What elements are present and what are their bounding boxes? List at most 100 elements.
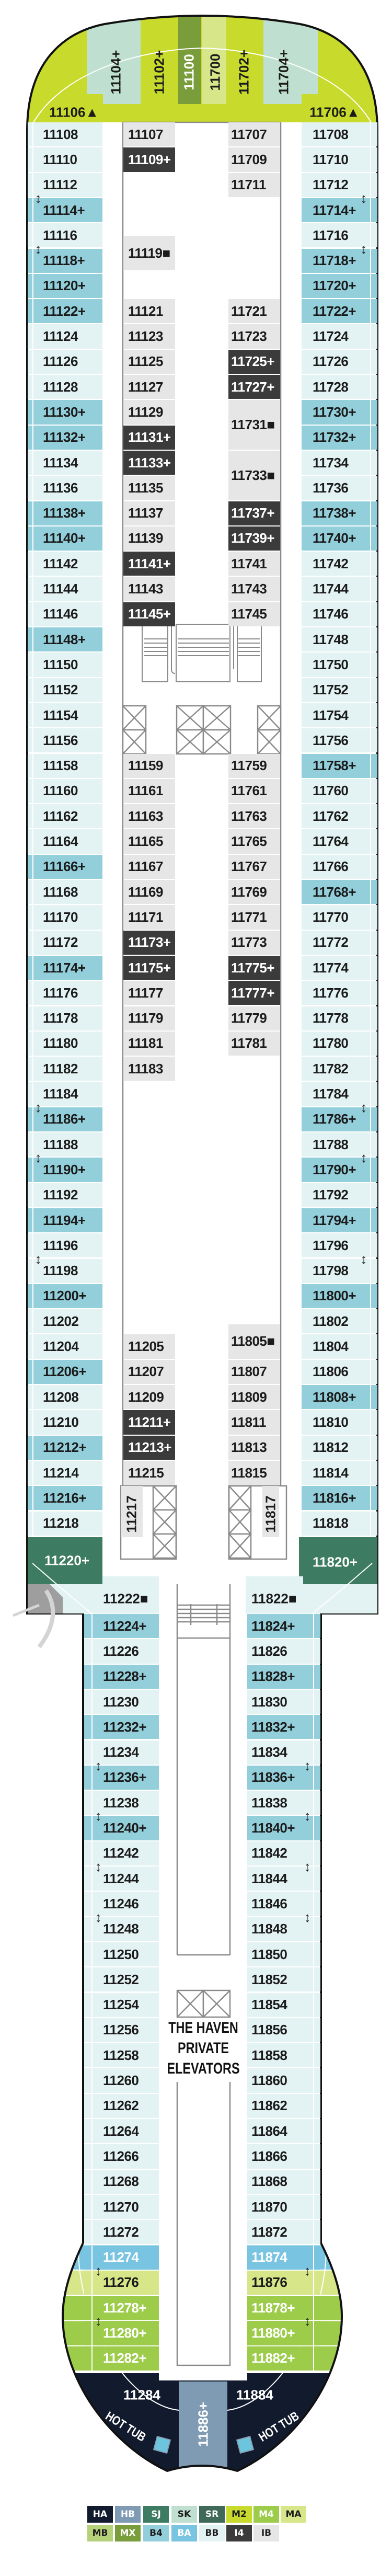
cabin-11140[interactable]: 11140+	[28, 526, 102, 551]
cabin-11814[interactable]: 11814	[302, 1460, 377, 1485]
cabin-11712[interactable]: 11712	[302, 173, 377, 197]
cabin-11800[interactable]: 11800+	[302, 1284, 377, 1309]
cabin-11860[interactable]: 11860	[247, 2068, 320, 2093]
cabin-11754[interactable]: 11754	[302, 703, 377, 728]
cabin-11200[interactable]: 11200+	[28, 1284, 102, 1309]
cabin-11708[interactable]: 11708	[302, 122, 377, 147]
cabin-11118[interactable]: 11118+	[28, 248, 102, 273]
cabin-11104[interactable]: 11104+	[108, 50, 124, 95]
cabin-11167[interactable]: 11167	[123, 854, 175, 879]
cabin-11248[interactable]: 11248	[84, 1917, 159, 1941]
cabin-11236[interactable]: 11236+	[84, 1765, 159, 1790]
cabin-11759[interactable]: 11759	[228, 753, 280, 778]
cabin-11280[interactable]: 11280+	[84, 2321, 159, 2345]
cabin-11886[interactable]: 11886+	[195, 2401, 211, 2447]
cabin-11218[interactable]: 11218	[28, 1511, 102, 1536]
cabin-11727[interactable]: 11727+	[228, 375, 280, 399]
cabin-11246[interactable]: 11246	[84, 1892, 159, 1916]
cabin-11282[interactable]: 11282+	[84, 2346, 159, 2371]
cabin-11161[interactable]: 11161	[123, 778, 175, 804]
cabin-11742[interactable]: 11742	[302, 552, 377, 576]
cabin-11179[interactable]: 11179	[123, 1006, 175, 1031]
cabin-11856[interactable]: 11856	[247, 2018, 320, 2043]
cabin-11250[interactable]: 11250	[84, 1942, 159, 1967]
cabin-11242[interactable]: 11242	[84, 1841, 159, 1865]
cabin-11782[interactable]: 11782	[302, 1057, 377, 1081]
cabin-11192[interactable]: 11192	[28, 1183, 102, 1207]
cabin-11709[interactable]: 11709	[228, 147, 280, 172]
cabin-11773[interactable]: 11773	[228, 930, 280, 955]
cabin-11743[interactable]: 11743	[228, 577, 280, 601]
cabin-11194[interactable]: 11194+	[28, 1208, 102, 1233]
cabin-11114[interactable]: 11114+	[28, 198, 102, 223]
cabin-11848[interactable]: 11848	[247, 1917, 320, 1941]
cabin-11832[interactable]: 11832+	[247, 1715, 320, 1739]
cabin-11720[interactable]: 11720+	[302, 273, 377, 299]
cabin-11143[interactable]: 11143	[123, 577, 175, 601]
cabin-11202[interactable]: 11202	[28, 1309, 102, 1334]
cabin-11796[interactable]: 11796	[302, 1233, 377, 1258]
cabin-11850[interactable]: 11850	[247, 1942, 320, 1967]
cabin-11822[interactable]: 11822■	[251, 1590, 297, 1607]
cabin-11870[interactable]: 11870	[247, 2194, 320, 2219]
cabin-11169[interactable]: 11169	[123, 880, 175, 905]
cabin-11121[interactable]: 11121	[123, 299, 175, 324]
cabin-11758[interactable]: 11758+	[302, 753, 377, 778]
cabin-11828[interactable]: 11828+	[247, 1664, 320, 1689]
cabin-11123[interactable]: 11123	[123, 324, 175, 349]
cabin-11274[interactable]: 11274	[84, 2245, 159, 2270]
cabin-11234[interactable]: 11234	[84, 1740, 159, 1765]
cabin-11728[interactable]: 11728	[302, 375, 377, 399]
cabin-11238[interactable]: 11238	[84, 1791, 159, 1815]
cabin-11810[interactable]: 11810	[302, 1410, 377, 1435]
cabin-11830[interactable]: 11830	[247, 1689, 320, 1714]
cabin-11770[interactable]: 11770	[302, 905, 377, 930]
cabin-11846[interactable]: 11846	[247, 1892, 320, 1916]
cabin-11737[interactable]: 11737+	[228, 501, 280, 525]
cabin-11100[interactable]: 11100	[181, 54, 197, 90]
cabin-11838[interactable]: 11838	[247, 1791, 320, 1815]
cabin-11130[interactable]: 11130+	[28, 400, 102, 425]
cabin-11198[interactable]: 11198	[28, 1258, 102, 1283]
cabin-11766[interactable]: 11766	[302, 854, 377, 879]
cabin-11732[interactable]: 11732+	[302, 425, 377, 450]
cabin-11278[interactable]: 11278+	[84, 2296, 159, 2320]
cabin-11771[interactable]: 11771	[228, 905, 280, 930]
cabin-11142[interactable]: 11142	[28, 552, 102, 576]
cabin-11131[interactable]: 11131+	[123, 425, 175, 450]
cabin-11135[interactable]: 11135	[123, 476, 175, 500]
cabin-11765[interactable]: 11765	[228, 829, 280, 854]
cabin-11813[interactable]: 11813	[228, 1435, 280, 1460]
cabin-11772[interactable]: 11772	[302, 930, 377, 955]
cabin-11794[interactable]: 11794+	[302, 1208, 377, 1233]
cabin-11178[interactable]: 11178	[28, 1006, 102, 1031]
cabin-11777[interactable]: 11777+	[228, 981, 280, 1005]
cabin-11718[interactable]: 11718+	[302, 248, 377, 273]
cabin-11162[interactable]: 11162	[28, 804, 102, 829]
cabin-11815[interactable]: 11815	[228, 1460, 280, 1485]
cabin-11284[interactable]: 11284	[123, 2387, 160, 2403]
cabin-11723[interactable]: 11723	[228, 324, 280, 349]
cabin-11740[interactable]: 11740+	[302, 526, 377, 551]
cabin-11790[interactable]: 11790+	[302, 1158, 377, 1182]
cabin-11784[interactable]: 11784	[302, 1082, 377, 1106]
cabin-11133[interactable]: 11133+	[123, 450, 175, 475]
cabin-11184[interactable]: 11184	[28, 1082, 102, 1106]
cabin-11156[interactable]: 11156	[28, 728, 102, 753]
cabin-11739[interactable]: 11739+	[228, 526, 280, 551]
cabin-11779[interactable]: 11779	[228, 1006, 280, 1031]
cabin-11878[interactable]: 11878+	[247, 2296, 320, 2320]
cabin-11872[interactable]: 11872	[247, 2220, 320, 2245]
cabin-11264[interactable]: 11264	[84, 2119, 159, 2144]
cabin-11124[interactable]: 11124	[28, 324, 102, 349]
cabin-11866[interactable]: 11866	[247, 2144, 320, 2169]
cabin-11252[interactable]: 11252	[84, 1967, 159, 1992]
cabin-11205[interactable]: 11205	[123, 1334, 175, 1359]
cabin-11165[interactable]: 11165	[123, 829, 175, 854]
cabin-11152[interactable]: 11152	[28, 678, 102, 702]
cabin-11775[interactable]: 11775+	[228, 955, 280, 980]
cabin-11805[interactable]: 11805■	[228, 1324, 280, 1359]
cabin-11125[interactable]: 11125	[123, 349, 175, 374]
cabin-11214[interactable]: 11214	[28, 1460, 102, 1485]
cabin-11776[interactable]: 11776	[302, 981, 377, 1005]
